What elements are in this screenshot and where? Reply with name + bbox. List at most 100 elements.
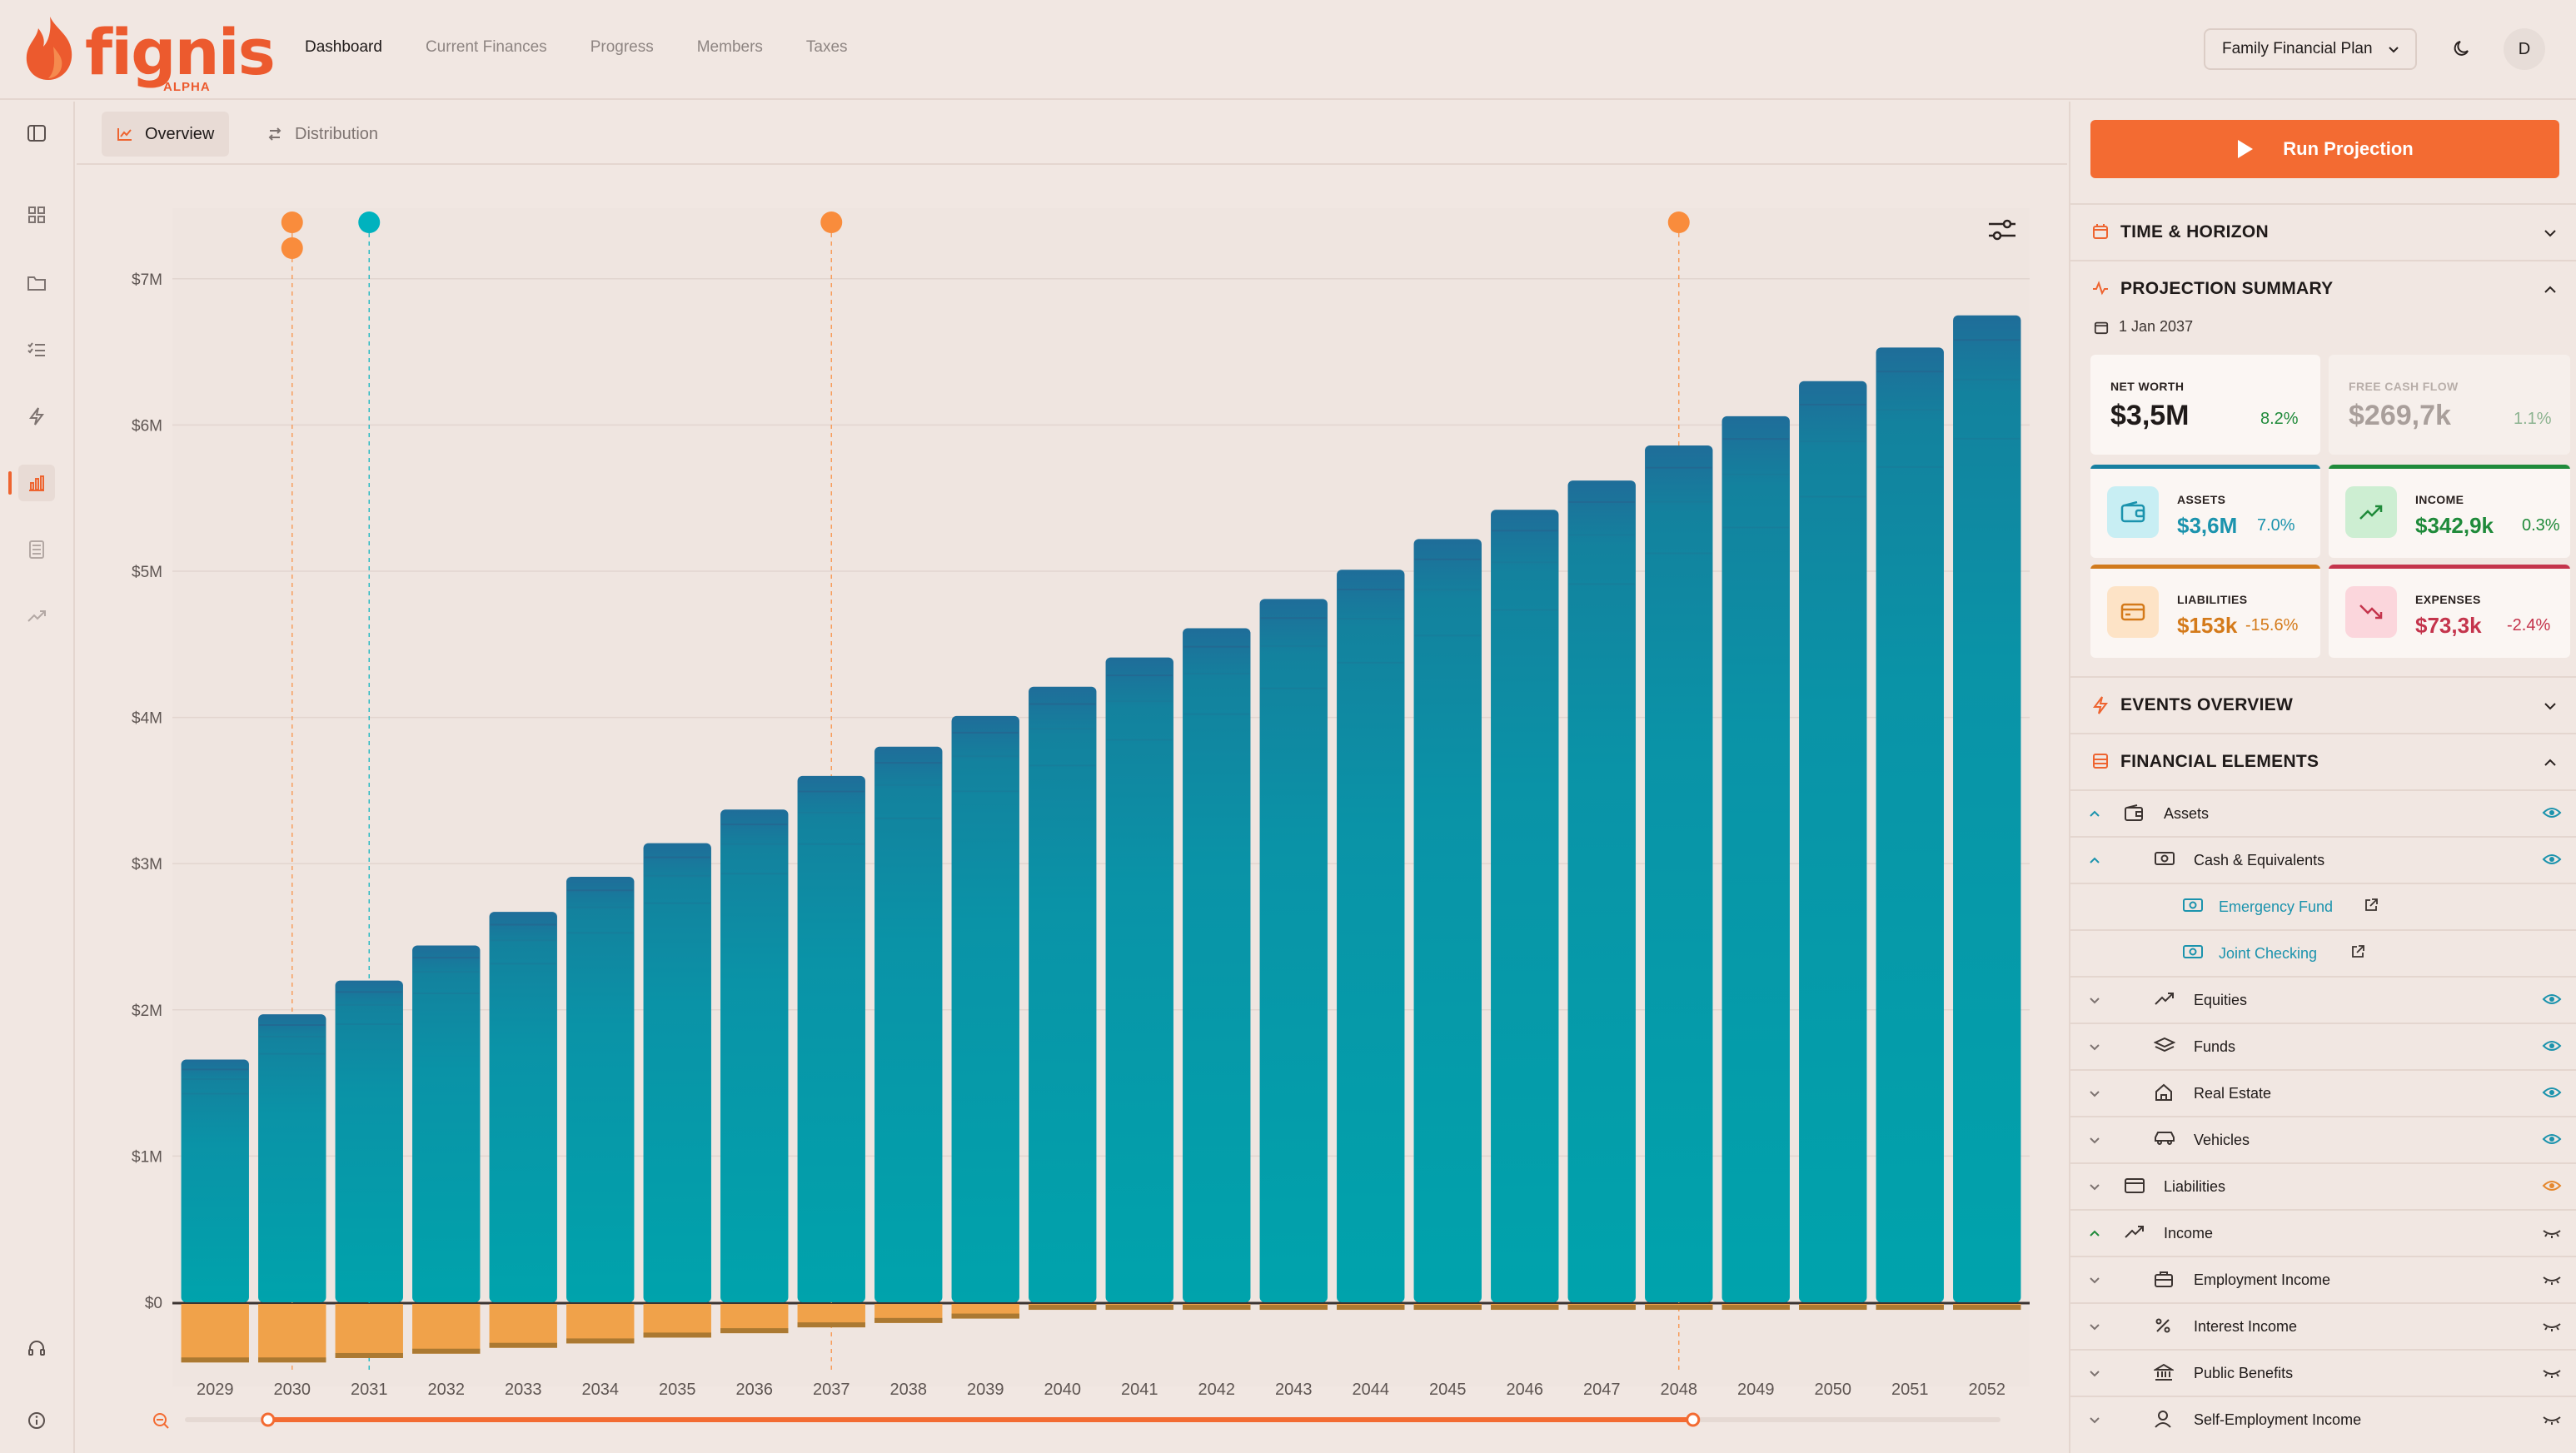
tree-item-funds[interactable]: Funds [2070,1023,2576,1069]
user-avatar[interactable]: D [2504,28,2545,70]
app-logo[interactable]: fignis ALPHA [20,13,276,94]
rail-grid-button[interactable] [18,197,55,233]
tab-distribution[interactable]: Distribution [252,112,393,157]
tree-item-joint-checking[interactable]: Joint Checking [2070,929,2576,976]
asset-bar[interactable] [1567,480,1636,1302]
asset-bar[interactable] [1337,570,1405,1302]
bar-2038[interactable] [874,746,943,1323]
nav-current-finances[interactable]: Current Finances [425,38,547,56]
external-link-icon[interactable] [2364,898,2379,913]
asset-bar[interactable] [1029,686,1097,1302]
liability-bar[interactable] [489,1304,557,1348]
bar-2039[interactable] [951,715,1019,1319]
tree-item-emergency-fund[interactable]: Emergency Fund [2070,883,2576,929]
bar-2030[interactable] [258,1014,326,1363]
event-marker-2048[interactable] [1667,211,1690,233]
bar-2040[interactable] [1029,686,1097,1311]
tree-item-income[interactable]: Income [2070,1209,2576,1256]
event-marker-2030[interactable] [281,211,303,233]
bar-2049[interactable] [1721,415,1790,1311]
rail-info-button[interactable] [18,1402,55,1439]
eye-off-icon[interactable] [2542,1271,2562,1287]
bar-2051[interactable] [1876,347,1944,1311]
tab-overview[interactable]: Overview [102,112,230,157]
tree-item-emergency-fund-label[interactable]: Emergency Fund [2219,898,2334,915]
section-time-horizon[interactable]: TIME & HORIZON [2070,203,2576,260]
asset-bar[interactable] [1183,628,1251,1302]
bar-2043[interactable] [1259,599,1328,1311]
nav-dashboard[interactable]: Dashboard [305,38,382,56]
asset-bar[interactable] [1259,599,1328,1302]
chevron-down-icon[interactable] [2087,1319,2102,1334]
tree-item-public-benefits[interactable]: Public Benefits [2070,1349,2576,1396]
tree-item-real-estate[interactable]: Real Estate [2070,1069,2576,1116]
asset-bar[interactable] [1645,445,1713,1302]
section-events-overview[interactable]: EVENTS OVERVIEW [2070,676,2576,733]
external-link-icon[interactable] [2350,944,2365,959]
event-marker-2031[interactable] [358,211,381,233]
chevron-up-icon[interactable] [2087,853,2102,868]
asset-bar[interactable] [1491,510,1559,1302]
chevron-down-icon[interactable] [2087,1272,2102,1287]
chevron-down-icon[interactable] [2087,993,2102,1008]
rail-calculator-button[interactable] [18,531,55,568]
asset-bar[interactable] [1105,657,1173,1302]
bar-2042[interactable] [1183,628,1251,1311]
asset-bar[interactable] [258,1014,326,1302]
eye-off-icon[interactable] [2542,1224,2562,1241]
bar-2048[interactable] [1645,445,1713,1311]
liability-bar[interactable] [412,1304,481,1354]
liability-bar[interactable] [335,1304,403,1358]
rail-folder-button[interactable] [18,265,55,301]
asset-bar[interactable] [1876,347,1944,1302]
asset-bar[interactable] [1721,415,1790,1302]
bar-2045[interactable] [1413,539,1482,1311]
theme-toggle-button[interactable] [2445,32,2479,65]
rail-projection-button[interactable] [8,465,55,501]
tree-item-employment-income[interactable]: Employment Income [2070,1256,2576,1302]
bar-2050[interactable] [1799,381,1867,1311]
range-slider-start-handle[interactable] [261,1412,276,1427]
bar-2031[interactable] [335,980,403,1358]
chevron-down-icon[interactable] [2087,1366,2102,1381]
chevron-up-icon[interactable] [2087,806,2102,821]
rail-checklist-button[interactable] [18,331,55,368]
chevron-down-icon[interactable] [2087,1132,2102,1147]
nav-members[interactable]: Members [696,38,763,56]
bar-2034[interactable] [566,877,635,1344]
tree-item-joint-checking-label[interactable]: Joint Checking [2219,945,2318,962]
eye-icon[interactable] [2542,804,2562,821]
chevron-up-icon[interactable] [2087,1226,2102,1241]
nav-taxes[interactable]: Taxes [805,38,848,56]
asset-bar[interactable] [412,945,481,1302]
asset-bar[interactable] [874,746,943,1302]
range-slider-end-handle[interactable] [1686,1412,1701,1427]
asset-bar[interactable] [720,809,789,1302]
tree-item-cash-equivalents[interactable]: Cash & Equivalents [2070,836,2576,883]
rail-events-button[interactable] [18,398,55,435]
bar-2046[interactable] [1491,510,1559,1311]
range-slider-selection[interactable] [267,1417,1693,1422]
rail-support-button[interactable] [18,1331,55,1367]
chevron-down-icon[interactable] [2087,1179,2102,1194]
bar-2052[interactable] [1953,315,2021,1311]
eye-off-icon[interactable] [2542,1411,2562,1427]
asset-bar[interactable] [566,877,635,1302]
bar-2037[interactable] [797,775,865,1328]
asset-bar[interactable] [181,1059,249,1302]
chevron-down-icon[interactable] [2087,1039,2102,1054]
chevron-down-icon[interactable] [2087,1086,2102,1101]
bar-2033[interactable] [489,912,557,1348]
event-marker-2037[interactable] [820,211,843,233]
eye-icon[interactable] [2542,1131,2562,1147]
eye-icon[interactable] [2542,851,2562,868]
nav-progress[interactable]: Progress [590,38,654,56]
liability-bar[interactable] [181,1304,249,1363]
asset-bar[interactable] [951,715,1019,1302]
eye-off-icon[interactable] [2542,1364,2562,1381]
liability-bar[interactable] [566,1304,635,1344]
bar-2041[interactable] [1105,657,1173,1311]
eye-icon[interactable] [2542,1038,2562,1054]
sidebar-toggle-button[interactable] [18,115,55,152]
bar-2032[interactable] [412,945,481,1354]
